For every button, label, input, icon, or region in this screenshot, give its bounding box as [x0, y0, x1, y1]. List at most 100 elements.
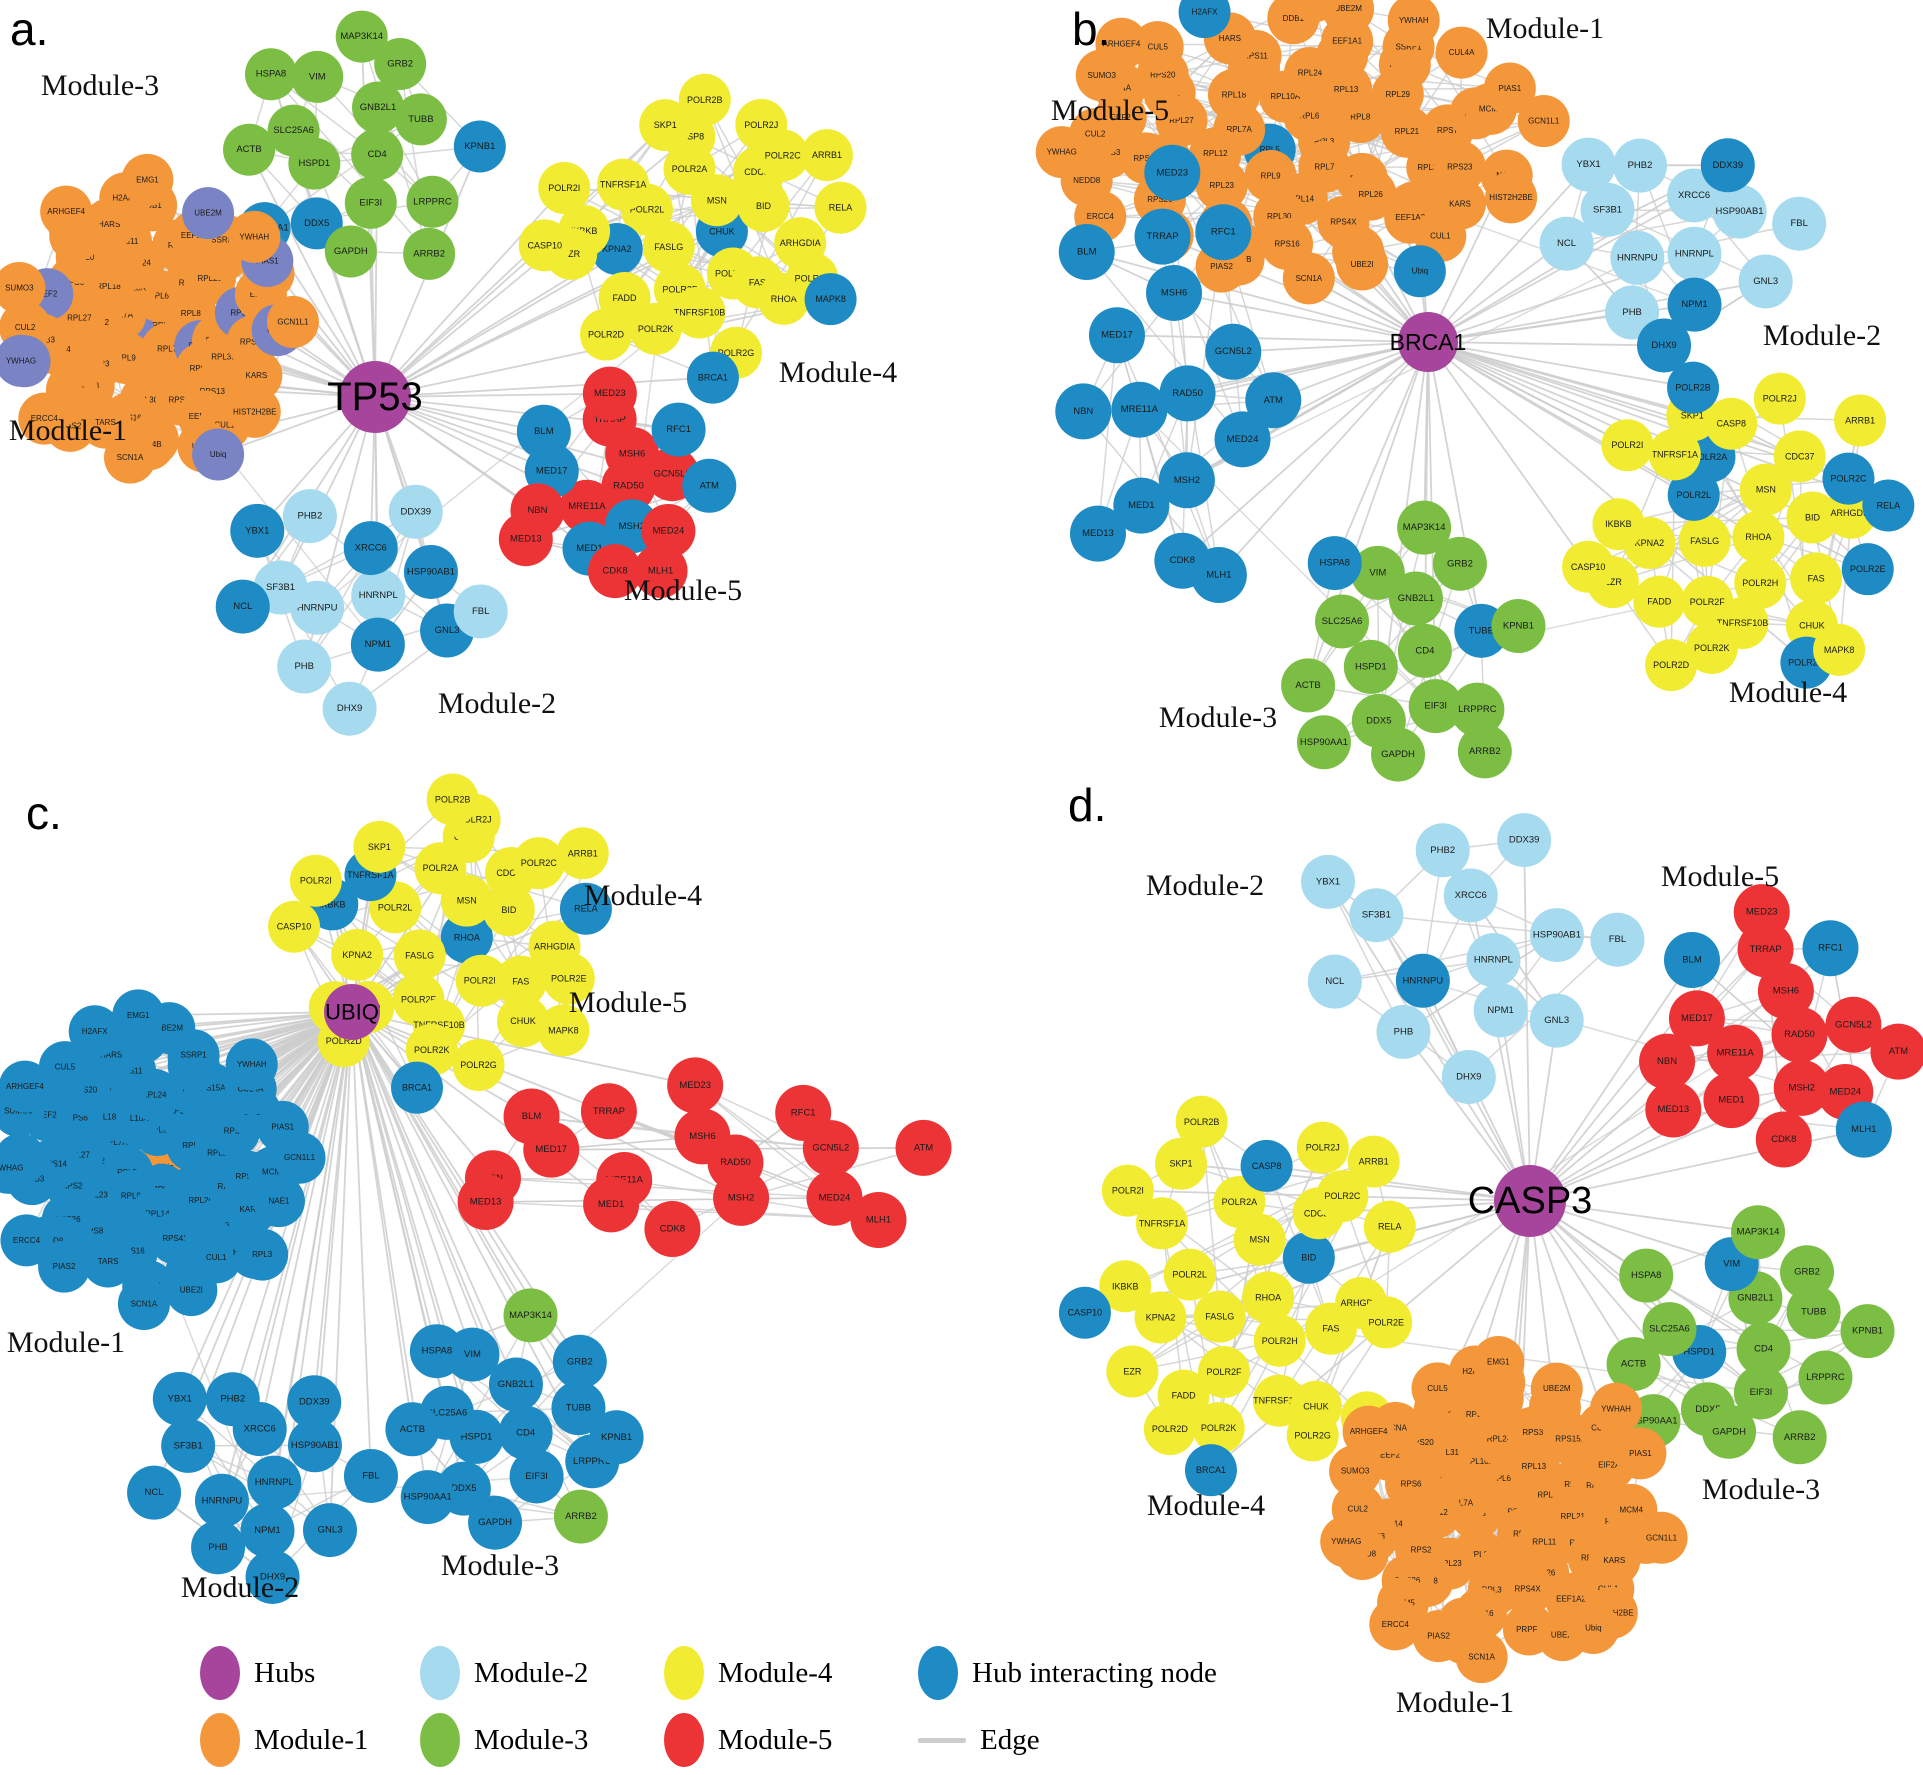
node-KPNA2[interactable] — [1134, 1291, 1187, 1344]
node-UBE2M[interactable] — [1530, 1362, 1583, 1415]
node-NPM1[interactable] — [1667, 277, 1722, 332]
node-MAP3K14[interactable] — [335, 10, 388, 63]
node-POLR2F[interactable] — [1197, 1346, 1250, 1399]
node-ACTB[interactable] — [385, 1402, 440, 1457]
node-SLC25A6[interactable] — [267, 104, 320, 157]
node-BRCA1[interactable] — [1184, 1444, 1237, 1497]
node-POLR2K[interactable] — [1685, 622, 1738, 675]
node-POLR2E[interactable] — [1841, 543, 1894, 596]
node-MRE11A[interactable] — [559, 479, 614, 534]
node-YBX1[interactable] — [230, 503, 285, 558]
node-BLM[interactable] — [1058, 223, 1115, 280]
node-CD4[interactable] — [1736, 1322, 1791, 1377]
node-SCN1A[interactable] — [1455, 1631, 1508, 1684]
node-DDX39[interactable] — [388, 484, 443, 539]
node-MAP3K14[interactable] — [1397, 500, 1452, 555]
node-MED24[interactable] — [1214, 411, 1271, 468]
node-EMG1[interactable] — [112, 989, 165, 1042]
node-RFC1[interactable] — [1195, 204, 1252, 261]
node-RELA[interactable] — [1862, 479, 1915, 532]
node-SUMO3[interactable] — [0, 261, 46, 314]
node-MAP3K14[interactable] — [1731, 1205, 1786, 1260]
node-KARS[interactable] — [230, 349, 283, 402]
node-ARRB1[interactable] — [1347, 1135, 1400, 1188]
node-LRPPRC[interactable] — [406, 175, 459, 228]
node-H2AFX[interactable] — [68, 1005, 121, 1058]
node-HSP90AB1[interactable] — [1712, 184, 1767, 239]
node-ARRB1[interactable] — [800, 129, 853, 182]
node-CD4[interactable] — [498, 1405, 553, 1460]
node-EMG1[interactable] — [1472, 1335, 1525, 1388]
node-BRCA1[interactable] — [686, 351, 739, 404]
node-MAPK8[interactable] — [537, 1004, 590, 1057]
node-HSP90AB1[interactable] — [403, 544, 458, 599]
node-HIST2H2BE[interactable] — [1485, 171, 1538, 224]
node-POLR2D[interactable] — [1143, 1403, 1196, 1456]
node-MED23[interactable] — [1733, 884, 1790, 941]
node-DDX39[interactable] — [1497, 813, 1552, 868]
node-CASP10[interactable] — [1562, 540, 1615, 593]
node-EIF3I[interactable] — [344, 176, 397, 229]
node-DHX9[interactable] — [1637, 318, 1692, 373]
node-Ubiq[interactable] — [1567, 1602, 1620, 1655]
node-FBL[interactable] — [453, 584, 508, 639]
node-HSPA8[interactable] — [1307, 536, 1362, 591]
node-HSP90AA1[interactable] — [400, 1470, 455, 1525]
node-BLM[interactable] — [516, 404, 571, 459]
node-POLR2C[interactable] — [1316, 1170, 1369, 1223]
node-RFC1[interactable] — [775, 1084, 832, 1141]
node-YWHAG[interactable] — [1320, 1515, 1373, 1568]
node-ARRB2[interactable] — [403, 227, 456, 280]
node-POLR2G[interactable] — [1286, 1409, 1339, 1462]
node-SKP1[interactable] — [353, 820, 406, 873]
node-HSPD1[interactable] — [1343, 639, 1398, 694]
node-NPM1[interactable] — [240, 1503, 295, 1558]
node-FADD[interactable] — [1633, 575, 1686, 628]
node-VIM[interactable] — [1350, 545, 1405, 600]
node-IKBKB[interactable] — [1592, 498, 1645, 551]
node-ATM[interactable] — [895, 1119, 952, 1176]
node-CDC37[interactable] — [1773, 430, 1826, 483]
node-ERCC4[interactable] — [18, 392, 71, 445]
node-POLR2I[interactable] — [538, 162, 591, 215]
node-YWHAG[interactable] — [0, 1141, 35, 1194]
hub-UBIQ[interactable] — [324, 984, 380, 1040]
node-HSPA8[interactable] — [245, 48, 298, 101]
node-HNRNPL[interactable] — [1466, 933, 1521, 988]
node-PIAS1[interactable] — [1483, 62, 1536, 115]
node-YWHAH[interactable] — [228, 210, 281, 263]
node-PHB2[interactable] — [1415, 823, 1470, 878]
node-POLR2H[interactable] — [1734, 556, 1787, 609]
node-FBL[interactable] — [1590, 912, 1645, 967]
node-GCN1L1[interactable] — [273, 1131, 326, 1184]
node-POLR2C[interactable] — [1822, 452, 1875, 505]
node-MLH1[interactable] — [1835, 1101, 1892, 1158]
node-CASP8[interactable] — [1705, 397, 1758, 450]
node-ARRB1[interactable] — [1834, 394, 1887, 447]
node-POLR2I[interactable] — [289, 854, 342, 907]
node-NBN[interactable] — [1639, 1033, 1696, 1090]
node-POLR2B[interactable] — [426, 773, 479, 826]
node-IKBKB[interactable] — [1099, 1260, 1152, 1313]
node-GAPDH[interactable] — [468, 1495, 523, 1550]
node-KPNB1[interactable] — [1491, 599, 1546, 654]
node-SCN1A[interactable] — [104, 431, 157, 484]
node-GCN1L1[interactable] — [266, 295, 319, 348]
node-ATM[interactable] — [1870, 1023, 1923, 1080]
node-MAPK8[interactable] — [804, 273, 857, 326]
node-CHUK[interactable] — [497, 995, 550, 1048]
node-MRE11A[interactable] — [1707, 1024, 1764, 1081]
node-MLH1[interactable] — [850, 1191, 907, 1248]
node-SKP1[interactable] — [1155, 1137, 1208, 1190]
node-RFC1[interactable] — [651, 402, 706, 457]
node-MSN[interactable] — [1739, 463, 1792, 516]
node-POLR2D[interactable] — [1645, 639, 1698, 692]
node-YBX1[interactable] — [1561, 137, 1616, 192]
node-YWHAG[interactable] — [0, 334, 47, 387]
node-POLR2I[interactable] — [1601, 419, 1654, 472]
node-RFC1[interactable] — [1802, 920, 1859, 977]
node-BLM[interactable] — [503, 1088, 560, 1145]
node-BID[interactable] — [1786, 491, 1839, 544]
node-PHB[interactable] — [1376, 1004, 1431, 1059]
node-PIAS1[interactable] — [1614, 1427, 1667, 1480]
